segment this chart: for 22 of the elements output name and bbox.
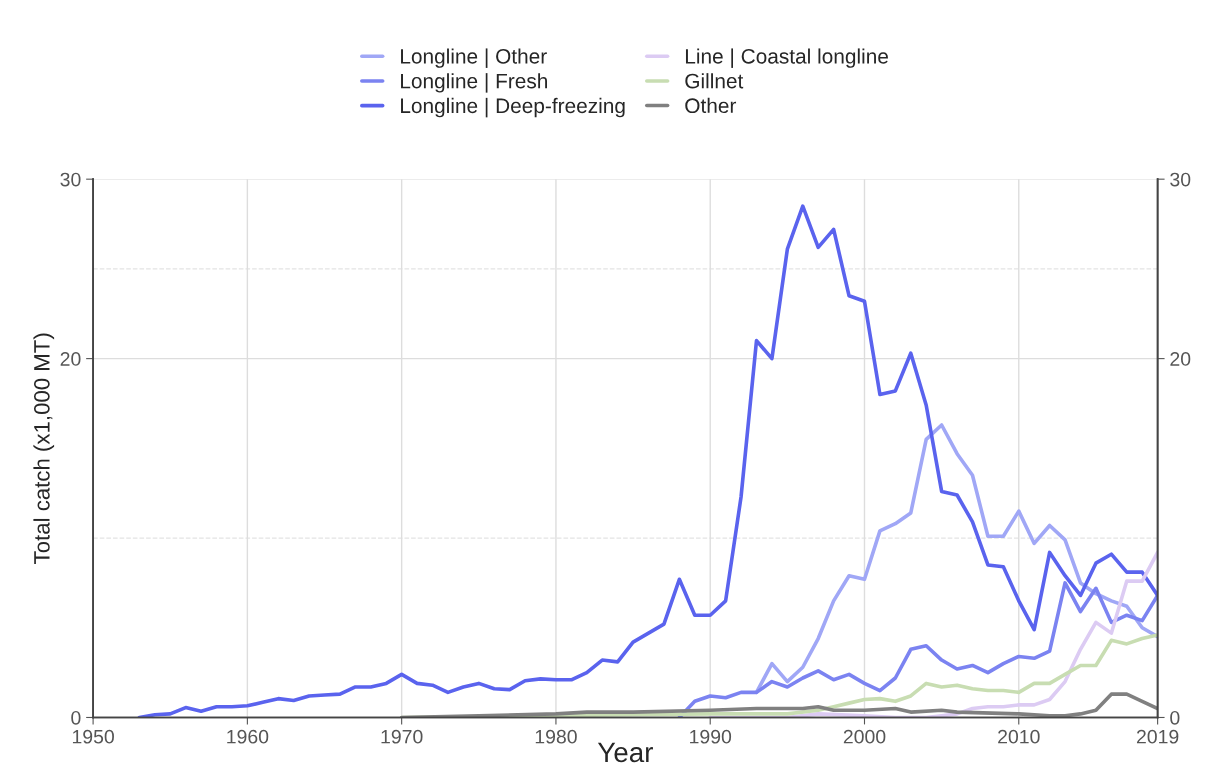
- x-tick-label: 2019: [1136, 729, 1179, 744]
- legend-label: Longline | Other: [401, 48, 547, 68]
- legend-label: Longline | Deep-freezing: [401, 97, 625, 118]
- y-axis-title: Total catch (x1,000 MT): [33, 333, 55, 564]
- x-tick-label: 1950: [72, 729, 114, 744]
- legend-label: Other: [685, 97, 737, 114]
- y-tick-label: 20: [60, 352, 81, 366]
- x-tick-label: 2010: [998, 729, 1040, 744]
- legend-label: Line | Coastal longline: [685, 48, 888, 68]
- x-tick-label: 2000: [843, 729, 886, 744]
- y2-tick-label: 0: [1170, 710, 1180, 725]
- y-tick-label: 30: [60, 172, 81, 187]
- y2-tick-label: 30: [1170, 172, 1191, 187]
- x-axis-title: Year: [597, 742, 653, 763]
- x-tick-label: 1960: [227, 729, 269, 744]
- y2-tick-label: 20: [1170, 352, 1191, 366]
- x-tick-label: 1980: [535, 729, 577, 744]
- x-tick-label: 1990: [690, 729, 732, 744]
- legend-label: Longline | Fresh: [401, 73, 547, 93]
- legend-label: Gillnet: [685, 73, 744, 89]
- y-tick-label: 0: [71, 710, 81, 725]
- x-tick-label: 1970: [381, 729, 423, 744]
